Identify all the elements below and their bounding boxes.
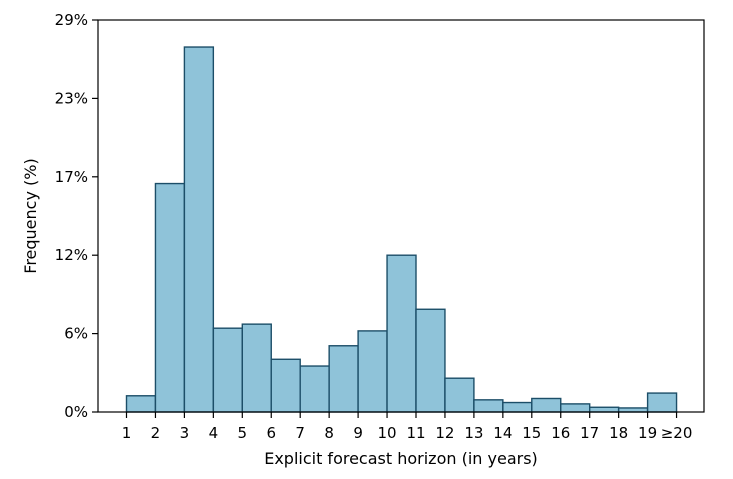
- x-axis-label: Explicit forecast horizon (in years): [264, 449, 538, 468]
- y-tick-label: 0%: [64, 403, 88, 421]
- bar-13: [473, 399, 504, 413]
- x-tick-label: 5: [238, 424, 248, 442]
- x-tick-label: ≥20: [661, 424, 693, 442]
- x-tick-label: 11: [406, 424, 425, 442]
- bar-15: [531, 397, 562, 413]
- bar-1: [125, 395, 157, 413]
- x-tick-label: 10: [378, 424, 397, 442]
- x-tick-label: 14: [493, 424, 512, 442]
- x-tick-label: 4: [209, 424, 219, 442]
- bars-group: [125, 46, 678, 413]
- x-tick-label: 15: [522, 424, 541, 442]
- x-tick-label: 6: [266, 424, 276, 442]
- bar-3: [183, 46, 215, 413]
- bar-4: [212, 327, 244, 413]
- bar-9: [357, 330, 388, 413]
- bar-10: [386, 254, 417, 413]
- bar-6: [270, 358, 301, 413]
- y-ticks: 0% 6% 12% 17% 23% 29%: [55, 11, 98, 421]
- y-tick-label: 17%: [55, 168, 88, 186]
- x-tick-label: 13: [464, 424, 483, 442]
- x-tick-label: 1: [122, 424, 132, 442]
- x-tick-label: 9: [353, 424, 363, 442]
- x-tick-label: 12: [435, 424, 454, 442]
- x-tick-label: 18: [609, 424, 628, 442]
- y-axis-label: Frequency (%): [21, 158, 40, 273]
- bar-16: [560, 403, 591, 413]
- x-tick-label: 2: [151, 424, 161, 442]
- y-tick-label: 12%: [55, 246, 88, 264]
- x-tick-label: 3: [180, 424, 190, 442]
- x-tick-label: 19: [638, 424, 657, 442]
- x-tick-label: 16: [551, 424, 570, 442]
- x-ticks: 1 2 3 4 5 6 7 8 9 10 11 12 13 14 15 16 17 18 19 ≥20: [122, 412, 693, 442]
- y-tick-label: 6%: [64, 325, 88, 343]
- plot-frame: [97, 19, 705, 413]
- bar-11: [415, 308, 446, 413]
- bar-7: [299, 365, 330, 413]
- bar-18: [617, 407, 649, 413]
- bar-2: [154, 182, 186, 413]
- bar-5: [241, 323, 272, 413]
- bar-8: [328, 345, 359, 413]
- y-tick-label: 23%: [55, 89, 88, 107]
- y-tick-label: 29%: [55, 11, 88, 29]
- x-tick-label: 8: [324, 424, 334, 442]
- x-tick-label: 17: [580, 424, 599, 442]
- bar-14: [502, 401, 533, 413]
- bar-19: [646, 392, 678, 413]
- bar-17: [589, 406, 620, 413]
- x-tick-label: 7: [295, 424, 305, 442]
- bar-12: [444, 377, 475, 413]
